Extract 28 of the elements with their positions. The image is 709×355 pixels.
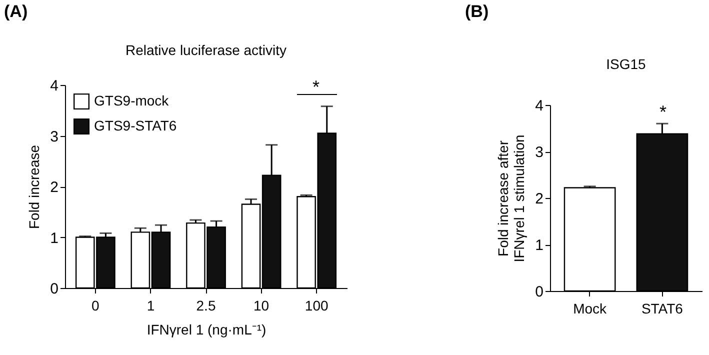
x-tick-label: 100 bbox=[304, 298, 328, 314]
y-tick-label: 2 bbox=[50, 179, 58, 196]
y-tick-label: 3 bbox=[50, 128, 58, 146]
y-tick-label: 3 bbox=[535, 144, 544, 161]
y-axis-title: Fold increase bbox=[26, 144, 42, 230]
x-tick-label: 2.5 bbox=[196, 298, 216, 314]
x-tick-label: Mock bbox=[573, 300, 608, 316]
chart-title: ISG15 bbox=[606, 56, 646, 72]
x-tick-label: STAT6 bbox=[641, 300, 684, 316]
text: (B) bbox=[465, 2, 489, 22]
x-axis-title: IFNγrel 1 (ng·mL⁻¹) bbox=[146, 322, 266, 338]
y-tick-label: 2 bbox=[535, 190, 544, 208]
annotation: * bbox=[312, 77, 320, 97]
y-tick-label: 4 bbox=[50, 78, 58, 94]
annotation: * bbox=[659, 102, 667, 122]
y-tick-label: 1 bbox=[535, 237, 544, 254]
legend-label: GTS9-STAT6 bbox=[94, 118, 177, 134]
x-tick-label: 1 bbox=[146, 298, 155, 314]
x-tick-label: 0 bbox=[92, 298, 100, 314]
y-axis-title: Fold increase after IFNγrel 1 stimulation bbox=[495, 134, 528, 262]
chart-title: Relative luciferase activity bbox=[125, 42, 287, 58]
x-tick-label: 10 bbox=[254, 298, 270, 314]
y-tick-label: 0 bbox=[535, 284, 544, 300]
y-tick-label: 0 bbox=[50, 280, 58, 298]
text: (A) bbox=[4, 2, 28, 22]
y-tick-label: 4 bbox=[535, 98, 544, 114]
y-tick-label: 1 bbox=[50, 230, 58, 247]
legend-label: GTS9-mock bbox=[94, 92, 170, 108]
